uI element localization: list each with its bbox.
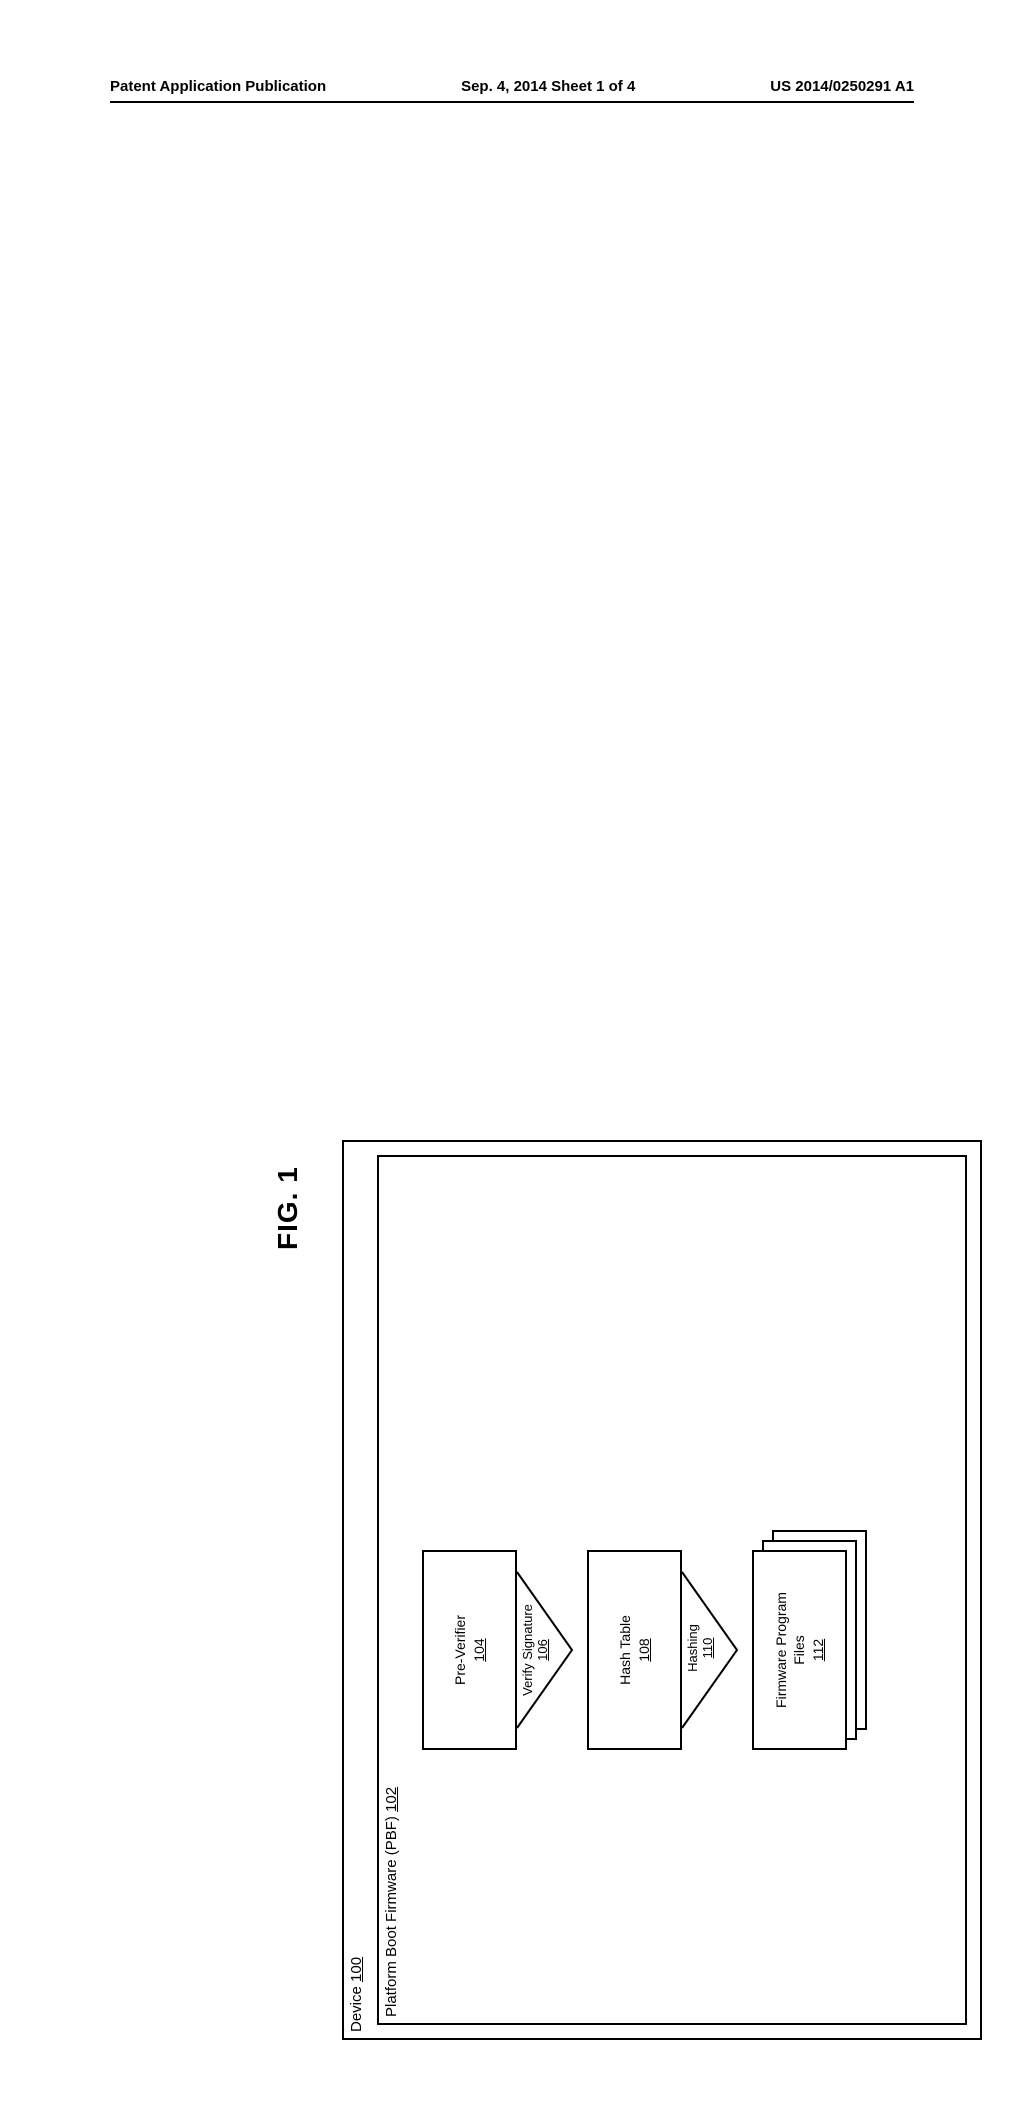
hash-table-label: Hash Table — [616, 1615, 634, 1685]
diagram-canvas: FIG. 1 Device 100 Platform Boot Firmware… — [282, 1060, 1024, 2120]
pre-verifier-label: Pre-Verifier — [451, 1615, 469, 1685]
page: Patent Application Publication Sep. 4, 2… — [0, 0, 1024, 1320]
pbf-label: Platform Boot Firmware (PBF) 102 — [383, 1787, 400, 2017]
figure-label: FIG. 1 — [272, 1166, 304, 1250]
verify-signature-label: Verify Signature 106 — [520, 1600, 550, 1700]
firmware-files-box: Firmware Program Files 112 — [752, 1550, 847, 1750]
firmware-ref: 112 — [809, 1639, 827, 1661]
header-right: US 2014/0250291 A1 — [770, 78, 914, 95]
device-label: Device 100 — [348, 1957, 365, 2032]
pre-verifier-ref: 104 — [470, 1638, 488, 1661]
pre-verifier-box: Pre-Verifier 104 — [422, 1550, 517, 1750]
firmware-label-1: Firmware Program — [772, 1592, 790, 1708]
hash-table-ref: 108 — [635, 1638, 653, 1661]
firmware-label-2: Files — [790, 1635, 808, 1665]
header-left: Patent Application Publication — [110, 78, 326, 95]
hash-table-box: Hash Table 108 — [587, 1550, 682, 1750]
header-center: Sep. 4, 2014 Sheet 1 of 4 — [461, 78, 635, 95]
rotated-diagram: FIG. 1 Device 100 Platform Boot Firmware… — [662, 530, 1024, 1590]
page-header: Patent Application Publication Sep. 4, 2… — [110, 78, 914, 103]
hashing-label: Hashing 110 — [685, 1613, 715, 1683]
